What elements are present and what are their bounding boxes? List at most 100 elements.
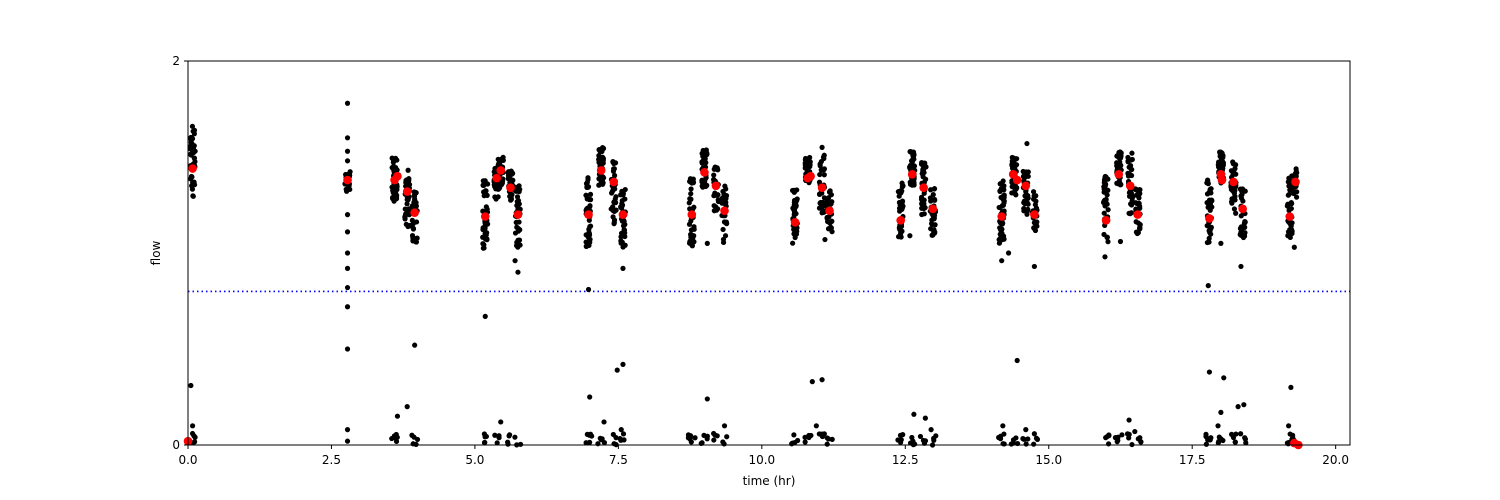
raw-data-point bbox=[686, 221, 693, 227]
raw-data-point bbox=[608, 206, 614, 212]
raw-data-point bbox=[687, 196, 693, 202]
raw-data-point bbox=[1216, 438, 1222, 445]
raw-points-series bbox=[187, 100, 1300, 448]
raw-data-point bbox=[791, 189, 797, 195]
raw-data-point bbox=[1023, 441, 1029, 447]
raw-data-point bbox=[1218, 409, 1224, 415]
raw-data-point bbox=[1208, 435, 1214, 441]
raw-data-point bbox=[402, 206, 408, 212]
raw-data-point bbox=[922, 415, 928, 421]
raw-data-point bbox=[1126, 435, 1132, 441]
raw-data-point bbox=[1132, 428, 1138, 435]
plot-area bbox=[183, 100, 1350, 450]
raw-data-point bbox=[704, 151, 710, 157]
raw-data-point bbox=[1243, 440, 1249, 446]
raw-data-point bbox=[587, 439, 593, 445]
raw-data-point bbox=[1208, 190, 1214, 196]
raw-data-point bbox=[704, 396, 710, 402]
raw-data-point bbox=[514, 239, 520, 245]
raw-data-point bbox=[611, 221, 617, 227]
raw-data-point bbox=[899, 184, 905, 190]
raw-data-point bbox=[920, 167, 927, 173]
raw-data-point bbox=[703, 147, 709, 153]
raw-data-point bbox=[584, 205, 590, 211]
raw-data-point bbox=[189, 123, 196, 129]
raw-data-point bbox=[1000, 423, 1006, 429]
x-tick-label: 17.5 bbox=[1179, 453, 1206, 467]
raw-data-point bbox=[1206, 203, 1212, 209]
raw-data-point bbox=[1215, 164, 1222, 170]
raw-data-point bbox=[344, 212, 351, 218]
x-tick-label: 2.5 bbox=[322, 453, 341, 467]
raw-data-point bbox=[928, 427, 934, 433]
raw-data-point bbox=[712, 432, 718, 438]
raw-data-point bbox=[413, 239, 420, 245]
raw-data-point bbox=[1013, 186, 1019, 192]
raw-data-point bbox=[1221, 375, 1227, 381]
raw-data-point bbox=[686, 200, 692, 206]
raw-data-point bbox=[1238, 226, 1244, 232]
raw-data-point bbox=[1025, 436, 1031, 442]
raw-data-point bbox=[688, 439, 694, 445]
raw-data-point bbox=[816, 179, 823, 185]
raw-data-point bbox=[713, 206, 720, 212]
raw-data-point bbox=[1235, 404, 1241, 410]
mean-data-point bbox=[817, 183, 827, 193]
raw-data-point bbox=[1239, 191, 1245, 198]
raw-data-point bbox=[1233, 210, 1239, 216]
raw-data-point bbox=[1205, 181, 1211, 187]
raw-data-point bbox=[685, 432, 692, 438]
raw-data-point bbox=[1031, 193, 1037, 199]
raw-data-point bbox=[1025, 193, 1031, 199]
raw-data-point bbox=[790, 240, 796, 246]
raw-data-point bbox=[1023, 427, 1029, 433]
raw-data-point bbox=[413, 219, 420, 225]
mean-data-point bbox=[919, 183, 928, 193]
raw-data-point bbox=[1134, 230, 1140, 237]
raw-data-point bbox=[1125, 154, 1131, 161]
raw-data-point bbox=[791, 212, 797, 218]
raw-data-point bbox=[998, 433, 1004, 439]
raw-data-point bbox=[1025, 173, 1031, 179]
raw-data-point bbox=[1206, 235, 1212, 241]
raw-data-point bbox=[1136, 200, 1142, 207]
raw-data-point bbox=[1103, 435, 1109, 441]
raw-data-point bbox=[1025, 206, 1031, 212]
mean-data-point bbox=[700, 168, 709, 177]
raw-data-point bbox=[596, 147, 602, 153]
raw-data-point bbox=[895, 234, 902, 240]
raw-data-point bbox=[1001, 187, 1007, 193]
mean-data-point bbox=[584, 210, 593, 219]
raw-data-point bbox=[484, 236, 490, 242]
x-tick-label: 15.0 bbox=[1035, 453, 1062, 467]
raw-data-point bbox=[997, 188, 1003, 194]
raw-data-point bbox=[998, 194, 1004, 201]
raw-data-point bbox=[404, 404, 410, 410]
raw-data-point bbox=[1031, 441, 1037, 447]
raw-data-point bbox=[1129, 195, 1135, 202]
raw-data-point bbox=[1293, 194, 1300, 200]
raw-data-point bbox=[587, 223, 593, 230]
raw-data-point bbox=[610, 168, 617, 174]
raw-data-point bbox=[344, 188, 350, 194]
x-tick-label: 20.0 bbox=[1322, 453, 1349, 467]
raw-data-point bbox=[1013, 435, 1019, 441]
raw-data-point bbox=[517, 441, 524, 447]
raw-data-point bbox=[411, 192, 417, 199]
mean-data-point bbox=[480, 212, 490, 221]
raw-data-point bbox=[1286, 207, 1292, 214]
raw-data-point bbox=[509, 171, 515, 177]
raw-data-point bbox=[413, 199, 419, 206]
raw-data-point bbox=[500, 154, 506, 160]
raw-data-point bbox=[390, 159, 396, 165]
raw-data-point bbox=[1242, 435, 1248, 441]
raw-data-point bbox=[618, 427, 624, 433]
raw-data-point bbox=[480, 227, 486, 233]
mean-data-point bbox=[720, 206, 729, 216]
raw-data-point bbox=[900, 431, 906, 438]
raw-data-point bbox=[1105, 207, 1111, 213]
raw-data-point bbox=[192, 434, 198, 440]
raw-data-point bbox=[406, 178, 412, 184]
raw-data-point bbox=[1291, 244, 1297, 250]
raw-data-point bbox=[699, 159, 706, 165]
